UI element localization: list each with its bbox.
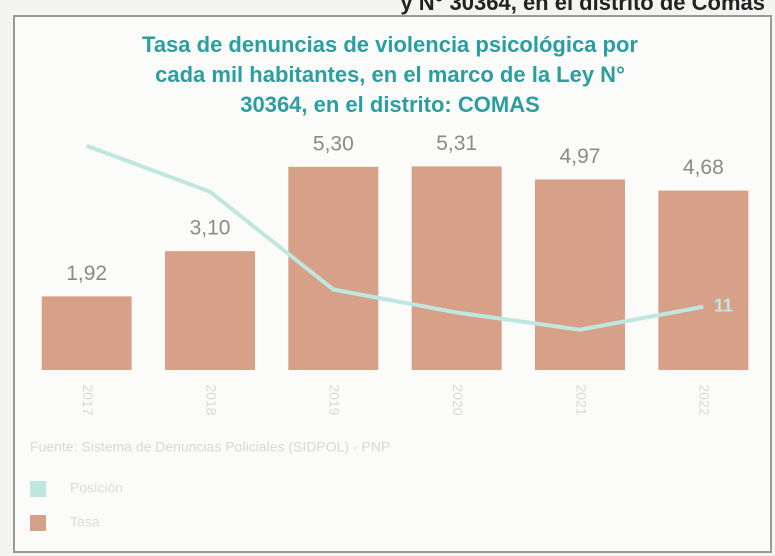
- value-label: 1,92: [66, 262, 107, 285]
- value-label: 4,68: [683, 156, 724, 179]
- x-tick-label: 2021: [573, 384, 589, 415]
- value-label: 5,30: [313, 132, 354, 155]
- chart-title: Tasa de denuncias de violencia psicológi…: [142, 32, 638, 57]
- legend-label: Posición: [70, 480, 123, 496]
- x-tick-label: 2018: [203, 384, 219, 415]
- frame: [13, 15, 772, 553]
- bar: [535, 179, 625, 370]
- x-tick-label: 2017: [80, 384, 96, 415]
- bar: [411, 166, 502, 370]
- legend-label: Tasa: [70, 514, 100, 530]
- bar: [658, 190, 749, 370]
- bar: [41, 296, 132, 370]
- chart-title: 30364, en el distrito: COMAS: [240, 92, 540, 117]
- x-tick-label: 2020: [450, 384, 466, 415]
- legend-swatch: [30, 481, 46, 497]
- x-tick-label: 2022: [697, 384, 713, 415]
- x-tick-label: 2019: [327, 384, 343, 415]
- value-label: 3,10: [190, 217, 231, 240]
- bar: [288, 166, 379, 370]
- source: Fuente: Sistema de Denuncias Policiales …: [30, 439, 390, 455]
- header: y N° 30364, en el distrito de Comas: [400, 0, 765, 15]
- bar: [165, 251, 255, 370]
- line: [85, 143, 704, 332]
- value-label: 5,31: [436, 132, 477, 155]
- legend-swatch: [30, 515, 46, 531]
- chart-title: cada mil habitantes, en el marco de la L…: [155, 62, 625, 87]
- value-label: 4,97: [560, 145, 601, 168]
- value-label: 11: [714, 296, 733, 316]
